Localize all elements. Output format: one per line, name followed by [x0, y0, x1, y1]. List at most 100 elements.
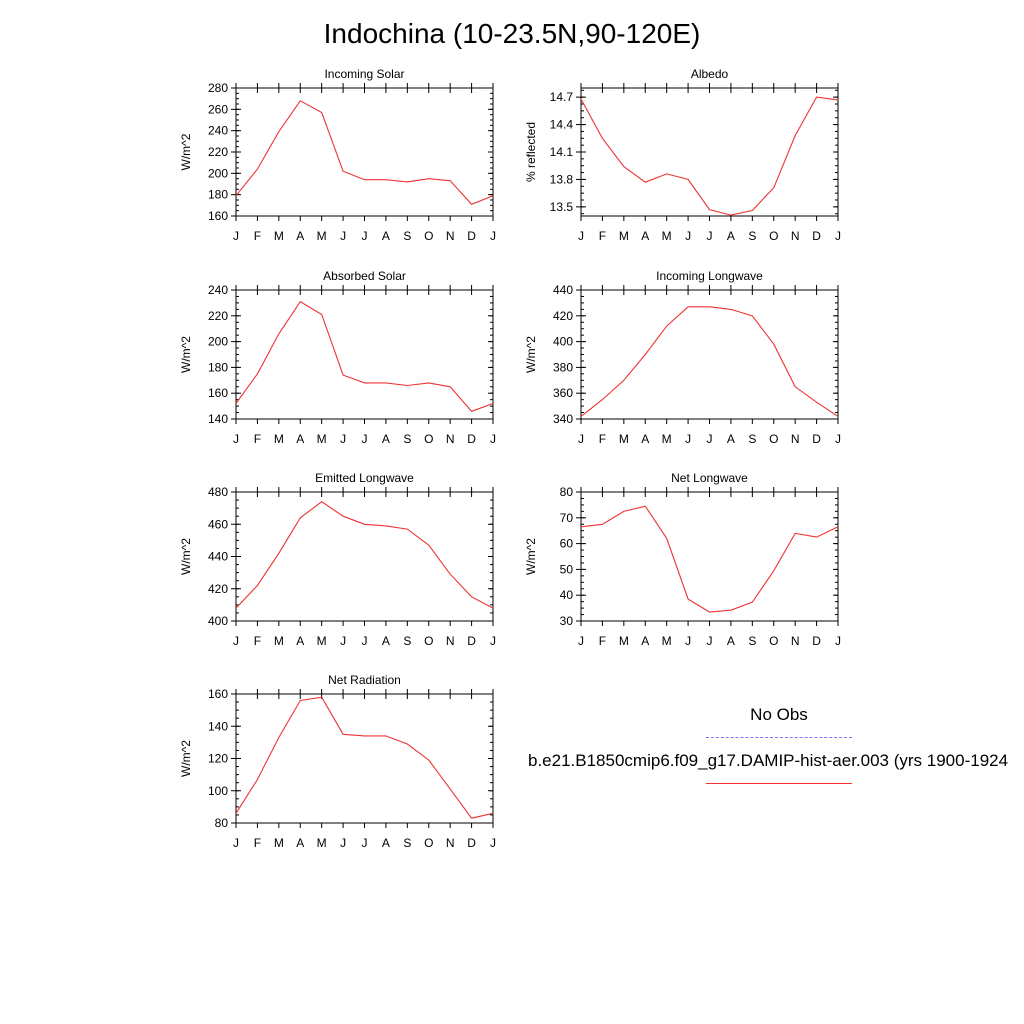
x-tick-label: J [578, 229, 584, 243]
x-tick-label: A [296, 634, 304, 648]
x-tick-label: N [791, 229, 800, 243]
series-line [235, 696, 494, 819]
legend-case-label: b.e21.B1850cmip6.f09_g17.DAMIP-hist-aer.… [528, 751, 1009, 770]
y-tick-label: 140 [208, 412, 228, 426]
x-tick-label: S [403, 634, 411, 648]
y-tick-label: 14.7 [550, 90, 574, 104]
x-tick-label: J [233, 634, 239, 648]
x-tick-label: O [424, 229, 433, 243]
x-tick-label: A [727, 432, 735, 446]
x-tick-label: J [362, 634, 368, 648]
x-tick-label: J [578, 432, 584, 446]
x-tick-label: A [641, 432, 649, 446]
x-tick-label: A [382, 634, 390, 648]
y-tick-label: 160 [208, 209, 228, 223]
plot-frame [235, 491, 494, 622]
x-tick-label: J [685, 229, 691, 243]
chart-title: Incoming Solar [324, 67, 404, 81]
y-tick-label: 180 [208, 188, 228, 202]
y-tick-label: 80 [560, 485, 574, 499]
x-tick-label: N [791, 432, 800, 446]
x-tick-label: O [769, 432, 778, 446]
y-tick-label: 480 [208, 485, 228, 499]
x-tick-label: O [769, 634, 778, 648]
x-tick-label: F [254, 634, 261, 648]
y-tick-label: 380 [553, 360, 573, 374]
x-tick-label: M [317, 229, 327, 243]
x-tick-label: M [662, 432, 672, 446]
x-tick-label: O [424, 836, 433, 850]
x-tick-label: A [296, 229, 304, 243]
y-tick-label: 13.8 [550, 172, 574, 186]
y-tick-label: 460 [208, 517, 228, 531]
y-axis-label: W/m^2 [524, 538, 538, 575]
x-tick-label: J [340, 836, 346, 850]
x-tick-label: O [424, 634, 433, 648]
x-tick-label: M [662, 634, 672, 648]
y-tick-label: 400 [553, 335, 573, 349]
y-tick-label: 80 [215, 816, 229, 830]
x-tick-label: J [685, 634, 691, 648]
x-tick-label: J [340, 229, 346, 243]
y-tick-label: 240 [208, 124, 228, 138]
x-tick-label: M [274, 634, 284, 648]
x-tick-label: M [274, 432, 284, 446]
legend-obs-label: No Obs [750, 705, 808, 724]
y-tick-label: 160 [208, 687, 228, 701]
x-tick-label: S [748, 432, 756, 446]
x-tick-label: J [835, 229, 841, 243]
x-tick-label: D [467, 634, 476, 648]
chart-title: Emitted Longwave [315, 471, 414, 485]
x-tick-label: M [619, 229, 629, 243]
x-tick-label: A [727, 229, 735, 243]
y-tick-label: 100 [208, 784, 228, 798]
y-axis-label: W/m^2 [524, 336, 538, 373]
series-line [235, 300, 494, 412]
x-tick-label: M [274, 229, 284, 243]
y-tick-label: 360 [553, 386, 573, 400]
series-line [580, 96, 839, 216]
y-tick-label: 420 [208, 582, 228, 596]
x-tick-label: M [662, 229, 672, 243]
y-tick-label: 50 [560, 562, 574, 576]
x-tick-label: J [362, 836, 368, 850]
y-tick-label: 440 [553, 283, 573, 297]
x-tick-label: D [467, 432, 476, 446]
y-tick-label: 440 [208, 550, 228, 564]
x-tick-label: S [403, 432, 411, 446]
series-line [580, 505, 839, 613]
x-tick-label: D [467, 836, 476, 850]
plot-frame [580, 289, 839, 420]
y-tick-label: 140 [208, 719, 228, 733]
x-tick-label: F [254, 836, 261, 850]
x-tick-label: S [403, 836, 411, 850]
x-tick-label: J [362, 432, 368, 446]
y-tick-label: 200 [208, 335, 228, 349]
y-axis-label: W/m^2 [179, 133, 193, 170]
x-tick-label: F [599, 432, 606, 446]
chart-title: Incoming Longwave [656, 269, 763, 283]
x-tick-label: N [446, 432, 455, 446]
x-tick-label: J [685, 432, 691, 446]
y-tick-label: 240 [208, 283, 228, 297]
x-tick-label: J [707, 634, 713, 648]
chart-title: Absorbed Solar [323, 269, 406, 283]
chart-title: Net Radiation [328, 673, 401, 687]
plot-frame [580, 491, 839, 622]
y-tick-label: 220 [208, 309, 228, 323]
series-line [235, 501, 494, 609]
x-tick-label: D [812, 432, 821, 446]
y-axis-label: W/m^2 [179, 336, 193, 373]
x-tick-label: F [254, 432, 261, 446]
x-tick-label: M [317, 836, 327, 850]
x-tick-label: A [382, 432, 390, 446]
y-tick-label: 60 [560, 537, 574, 551]
plot-frame [235, 693, 494, 824]
x-tick-label: N [791, 634, 800, 648]
